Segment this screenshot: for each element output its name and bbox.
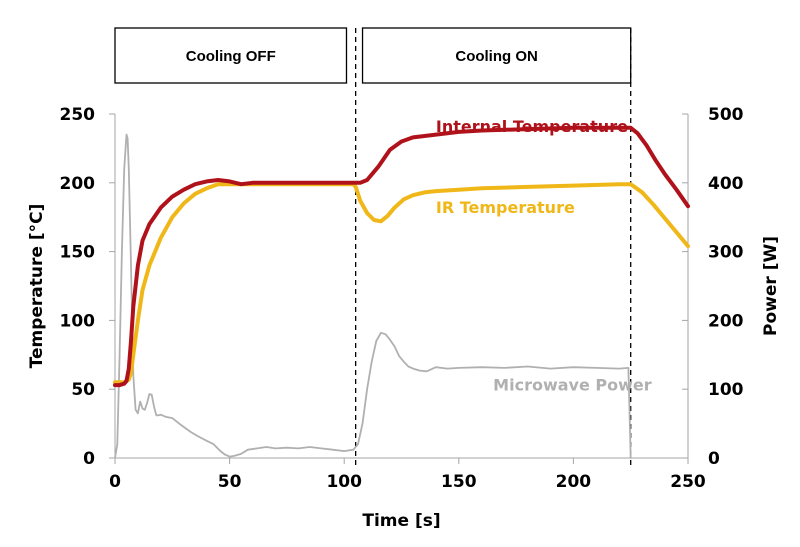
microwave-power-line: [114, 133, 632, 459]
ticks-layer: 0 50 100 150 200 2500501001502002500100200300…: [60, 105, 744, 492]
x-tick-label: 50: [218, 472, 242, 492]
x-tick-label: 100: [326, 472, 362, 492]
y-tick-label: 100: [60, 311, 96, 331]
phase-box: [361, 27, 632, 84]
y2-tick-label: 300: [708, 243, 744, 263]
internal-temperature-line: [113, 125, 690, 388]
internal-temperature-label: Internal Temperature: [436, 117, 628, 136]
phase-box: [114, 27, 348, 84]
y-tick-label: 150: [60, 243, 96, 263]
phase-layer: Cooling OFF Cooling ON: [114, 27, 632, 468]
x-tick-label: 200: [556, 472, 592, 492]
y-axis-title: Temperature [°C]: [27, 204, 47, 369]
labels-layer: Internal Temperature IR Temperature Microw…: [436, 117, 652, 395]
x-axis-title: Time [s]: [362, 511, 440, 531]
axes-layer: [114, 114, 689, 459]
y2-tick-label: 100: [708, 380, 744, 400]
y2-axis-title: Power [W]: [761, 236, 781, 336]
y-tick-label: 0: [83, 449, 95, 469]
phase-box-label: Cooling OFF: [186, 48, 276, 65]
ir-temperature-line: [113, 182, 690, 385]
microwave-power-label: Microwave Power: [493, 376, 652, 395]
x-tick-label: 150: [441, 472, 477, 492]
ir-temperature-label: IR Temperature: [436, 198, 575, 217]
y-tick-label: 50: [71, 380, 95, 400]
x-tick-label: 0: [109, 472, 121, 492]
y-tick-label: 200: [60, 174, 96, 194]
series-layer: [113, 125, 690, 459]
y2-tick-label: 400: [708, 174, 744, 194]
phase-box-label: Cooling ON: [455, 48, 538, 65]
y2-tick-label: 500: [708, 105, 744, 125]
y2-tick-label: 0: [708, 449, 720, 469]
y2-tick-label: 200: [708, 311, 744, 331]
x-tick-label: 250: [670, 472, 706, 492]
y-tick-label: 250: [60, 105, 96, 125]
